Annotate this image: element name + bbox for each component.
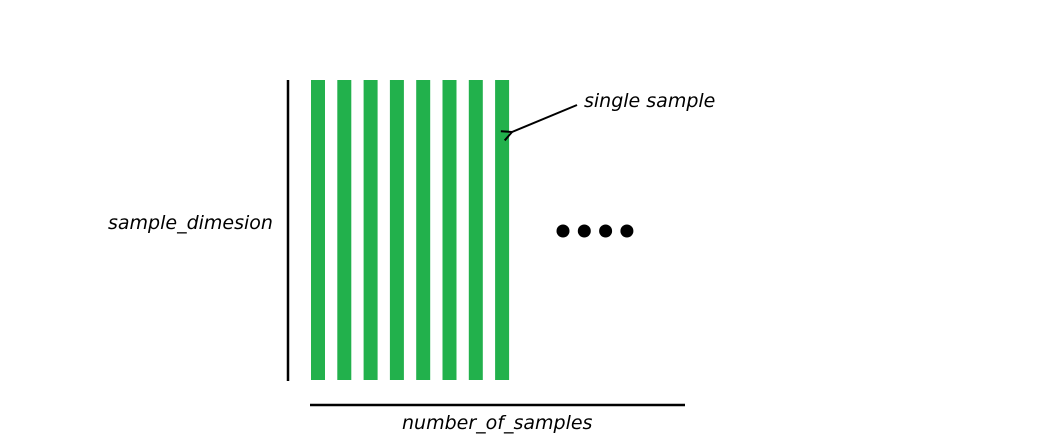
sample-bar [311, 80, 325, 380]
ellipsis-dot [620, 224, 634, 238]
sample-bar [337, 80, 352, 380]
ellipsis-dot [599, 224, 613, 238]
sample-dimension-label: sample_dimesion [108, 212, 273, 234]
sample-bar [363, 80, 378, 380]
ellipsis-dots [556, 224, 634, 238]
single-sample-label: single sample [584, 90, 715, 112]
sample-bar [442, 80, 457, 380]
number-of-samples-label: number_of_samples [402, 412, 593, 434]
single-sample-arrow [512, 104, 578, 132]
ellipsis-dot [556, 224, 570, 238]
ellipsis-dot [577, 224, 591, 238]
sample-bar [389, 80, 404, 380]
sample-bar [495, 80, 510, 380]
sample-bars [311, 80, 510, 380]
sample-bar [416, 80, 431, 380]
sample-bar [468, 80, 483, 380]
